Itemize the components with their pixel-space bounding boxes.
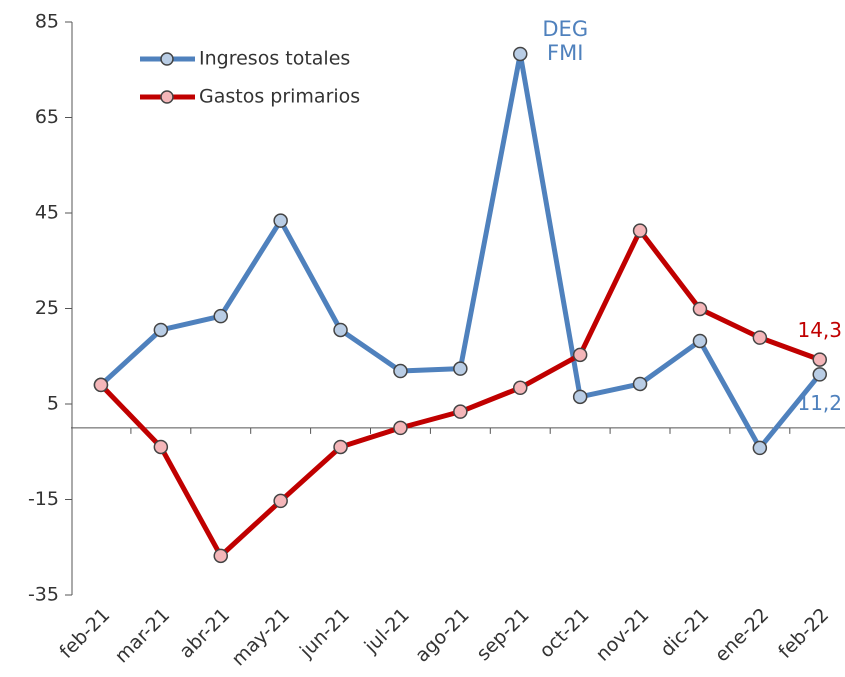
marker [93,377,109,393]
y-tick-label: 25 [35,297,59,319]
marker [692,333,708,349]
marker [513,380,528,396]
legend-marker [160,52,174,66]
marker [632,376,648,392]
x-tick-label: nov-21 [592,604,654,666]
marker [153,439,169,455]
x-tick-label: may-21 [228,604,295,671]
marker [812,367,827,382]
y-tick-label: 45 [35,202,59,224]
series-line [99,228,821,559]
x-tick-label: jul-21 [360,604,414,658]
marker [752,440,768,456]
marker [752,330,768,345]
marker [333,439,348,455]
legend-marker [160,90,174,104]
x-tick-label: ene-22 [711,604,774,667]
legend-label: Gastos primarios [199,86,360,108]
y-tick-label: -35 [28,584,59,606]
x-tick-label: abr-21 [175,604,234,663]
marker [213,308,228,324]
marker [812,352,827,367]
marker [453,361,468,376]
x-tick-label: oct-21 [535,604,593,662]
marker [572,347,588,363]
y-tick-label: 65 [35,106,59,128]
annotation: FMI [547,41,583,65]
marker [393,363,408,379]
x-tick-label: jun-21 [295,604,354,663]
marker [213,548,228,564]
marker [572,389,588,405]
x-tick-label: sep-21 [472,604,533,665]
series-line [99,51,822,451]
x-tick-label: feb-22 [774,604,833,663]
y-tick-label: 5 [47,393,59,415]
x-tick-label: ago-21 [411,604,474,667]
value-label: 14,3 [797,318,842,342]
marker [692,301,708,317]
marker [632,223,648,238]
annotation: DEG [542,17,588,41]
x-tick-label: feb-21 [55,604,114,663]
x-tick-label: dic-21 [656,604,713,661]
y-tick-label: -15 [28,488,59,510]
legend-label: Ingresos totales [199,48,350,70]
marker [333,322,348,338]
marker [453,404,468,419]
marker [393,420,408,436]
marker [273,213,288,228]
x-tick-label: mar-21 [111,604,174,667]
value-label: 11,2 [797,391,842,415]
marker [513,46,528,62]
marker [273,493,288,509]
marker [153,322,169,338]
y-tick-label: 85 [35,11,59,33]
